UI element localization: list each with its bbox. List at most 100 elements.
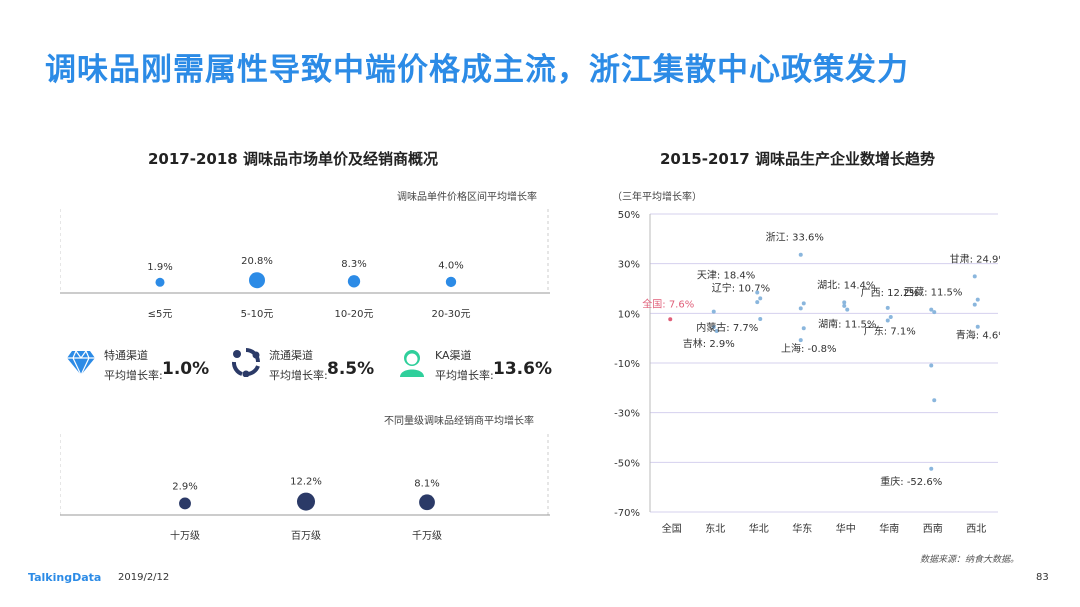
data-point [755,300,760,305]
data-point [755,290,760,295]
y-tick-label: -30% [614,409,640,420]
point-label: 内蒙古: 7.7% [696,321,758,334]
point-label: 西藏: 11.5% [904,287,962,299]
point-label: 重庆: -52.6% [880,475,942,488]
point-label: 广西: 12.2% [861,287,919,299]
bubble-mark [445,276,457,288]
channel-value: 8.5% [327,359,375,379]
x-tick-label: 华东 [792,522,812,535]
bubble-mark [297,492,315,511]
data-point [714,328,719,333]
data-point [888,315,893,320]
data-point [845,307,850,312]
data-point [972,274,977,279]
data-label: 8.3% [341,259,366,270]
point-label: 广东: 7.1% [864,325,916,338]
channel-name: KA渠道 [435,349,472,362]
brand-logo: TalkingData [28,571,102,584]
data-point [798,338,803,343]
y-tick-label: 30% [618,260,640,271]
category-label: 10-20元 [334,309,373,320]
data-point [711,324,716,329]
price-caption: 调味品单件价格区间平均增长率 [397,192,537,203]
x-tick-label: 西南 [923,522,943,535]
data-point [932,398,937,403]
dealer-bubble-chart: 2.9% 十万级 12.2% 百万级 8.1% 千万级 [60,434,550,542]
point-label: 吉林: 2.9% [683,337,735,350]
channel-value: 13.6% [493,359,552,379]
person-icon [400,350,424,377]
channel-name: 特通渠道 [104,349,148,362]
right-subtitle: 2015-2017 调味品生产企业数增长趋势 [660,150,935,168]
y-axis-caption: （三年平均增长率） [612,192,702,203]
data-label: 12.2% [290,477,322,488]
data-label: 1.9% [147,262,172,273]
y-tick-label: 10% [618,309,640,320]
data-point [801,326,806,331]
channel-avg-label: 平均增长率: [269,369,328,382]
point-label: 全国: 7.6% [642,297,694,310]
data-label: 2.9% [172,482,197,493]
x-tick-label: 华北 [749,522,769,535]
point-label: 湖南: 11.5% [818,318,876,331]
data-point [758,296,763,301]
bubble-mark [347,275,361,288]
category-label: 5-10元 [241,309,274,320]
cycle-icon [232,348,260,377]
bubble-mark [155,277,165,287]
page-number: 83 [1036,572,1049,583]
left-subtitle: 2017-2018 调味品市场单价及经销商概况 [148,150,438,168]
data-point [932,310,937,315]
data-point [668,317,673,322]
x-tick-label: 华中 [836,522,856,535]
y-tick-label: -10% [614,359,640,370]
x-tick-label: 东北 [705,522,725,535]
data-label: 8.1% [414,478,439,489]
channel-avg-label: 平均增长率: [435,369,494,382]
point-label: 上海: -0.8% [781,342,837,355]
data-point [842,300,847,305]
data-point [975,324,980,329]
category-label: 千万级 [412,530,442,542]
data-point [929,363,934,368]
data-label: 20.8% [241,256,273,267]
data-point [801,301,806,306]
data-point [758,317,763,322]
data-point [929,466,934,471]
diamond-icon [67,350,95,376]
footer-date: 2019/2/12 [118,572,170,583]
bubble-mark [179,497,191,510]
data-point [711,309,716,314]
point-label: 辽宁: 10.7% [712,282,770,295]
data-point [885,305,890,310]
point-label: 甘肃: 24.9% [950,252,1000,265]
y-tick-label: -50% [614,458,640,469]
data-label: 4.0% [438,261,463,272]
point-label: 浙江: 33.6% [766,232,824,244]
bubble-mark [419,494,435,511]
channel-value: 1.0% [162,359,210,379]
y-tick-label: -70% [614,508,640,519]
x-tick-label: 华南 [879,522,899,535]
bubble-mark [249,272,265,289]
channel-name: 流通渠道 [269,349,313,362]
category-label: 十万级 [170,529,200,542]
category-label: 百万级 [291,530,321,542]
data-point [972,302,977,307]
region-growth-chart: 50% 30% 10% -10% -30% -50% -70% 全国 东北 华北 华东 华中 华南 西南 西… [614,210,1000,535]
data-source: 数据来源：纳食大数据。 [920,555,1020,565]
page-title: 调味品刚需属性导致中端价格成主流，浙江集散中心政策发力 [45,52,909,88]
category-label: ≤5元 [148,309,173,320]
x-tick-label: 西北 [966,523,986,535]
dealer-caption: 不同量级调味品经销商平均增长率 [384,416,534,427]
data-point [842,303,847,308]
category-label: 20-30元 [431,309,470,320]
data-point [929,307,934,312]
channel-avg-label: 平均增长率: [104,369,163,382]
data-point [798,252,803,257]
data-point [798,306,803,311]
price-bubble-chart: 1.9% ≤5元 20.8% 5-10元 8.3% 10-20元 4.0% 20-30元 [60,209,550,320]
data-point [885,318,890,323]
point-label: 天津: 18.4% [697,269,755,281]
x-tick-label: 全国 [662,522,682,535]
